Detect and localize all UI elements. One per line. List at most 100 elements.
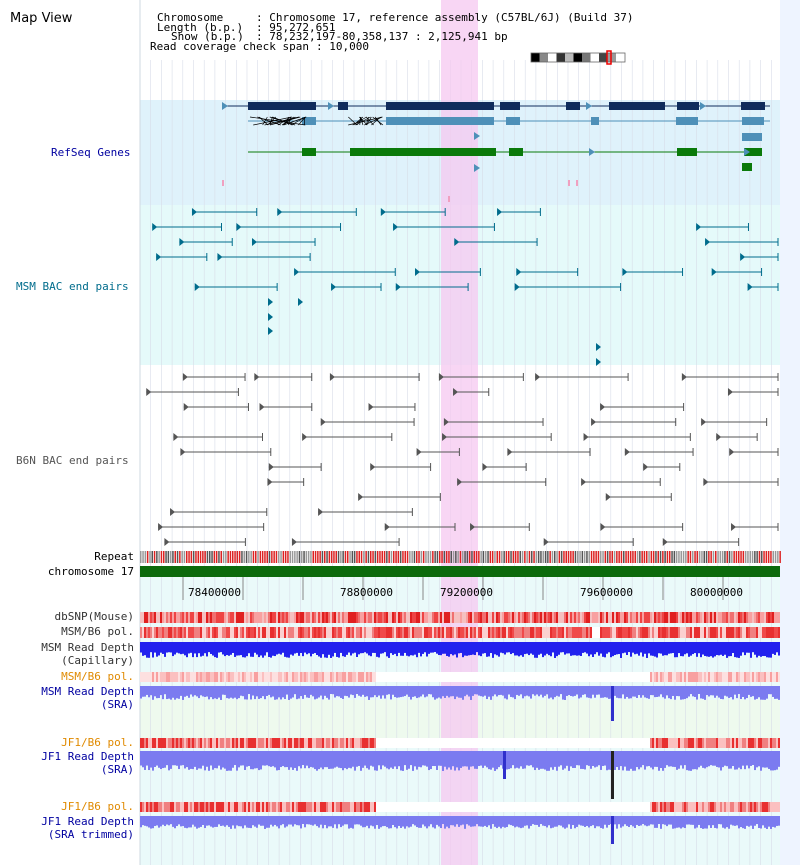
heat-cell: [142, 738, 144, 748]
depth-bar: [522, 816, 524, 828]
depth-bar: [206, 686, 208, 697]
heat-cell: [720, 738, 722, 748]
depth-bar: [504, 686, 506, 699]
track-label-msm-depth-cap[interactable]: MSM Read Depth: [41, 641, 134, 654]
b6n-bac-pair-end: [170, 508, 176, 516]
heat-cell: [228, 627, 230, 638]
heat-cell: [402, 802, 404, 812]
track-label-jf1-pol[interactable]: JF1/B6 pol.: [61, 736, 134, 749]
heat-cell: [250, 738, 252, 748]
heat-cell: [386, 627, 388, 638]
depth-bar: [266, 751, 268, 766]
heat-cell: [170, 627, 172, 638]
depth-bar: [568, 686, 570, 696]
heat-cell: [580, 802, 582, 812]
depth-bar: [176, 642, 178, 653]
heat-cell: [736, 738, 738, 748]
depth-bar: [436, 816, 438, 825]
heat-cell: [316, 802, 318, 812]
track-label-chromosome[interactable]: chromosome 17: [47, 565, 134, 578]
track-label-msm-b6-pol[interactable]: MSM/B6 pol.: [61, 625, 134, 638]
heat-cell: [236, 738, 238, 748]
heat-cell: [140, 627, 142, 638]
track-label-jf1-depth-trim[interactable]: JF1 Read Depth: [41, 815, 134, 828]
heat-cell: [624, 672, 626, 682]
track-label-msm-depth-sra[interactable]: MSM Read Depth: [41, 685, 134, 698]
depth-bar: [550, 686, 552, 698]
track-label-jf1-depth-sra[interactable]: JF1 Read Depth: [41, 750, 134, 763]
heat-cell: [390, 627, 392, 638]
heat-cell: [514, 738, 516, 748]
depth-bar: [522, 642, 524, 657]
depth-bar: [282, 686, 284, 698]
track-label-repeat[interactable]: Repeat: [94, 550, 134, 563]
depth-bar: [364, 686, 366, 697]
depth-bar: [172, 642, 174, 657]
repeat-mark: [448, 551, 450, 563]
heat-cell: [250, 802, 252, 812]
heat-cell: [438, 738, 440, 748]
depth-bar: [716, 816, 718, 829]
heat-cell: [232, 738, 234, 748]
heat-cell: [736, 627, 738, 638]
track-label-jf1-pol-2[interactable]: JF1/B6 pol.: [61, 800, 134, 813]
depth-bar: [312, 686, 314, 697]
depth-bar: [384, 751, 386, 767]
heat-cell: [394, 802, 396, 812]
repeat-mark: [678, 551, 680, 563]
heat-cell: [366, 612, 368, 623]
heat-cell: [636, 802, 638, 812]
depth-bar: [732, 816, 734, 826]
depth-bar: [482, 751, 484, 768]
track-label-dbsnp[interactable]: dbSNP(Mouse): [54, 610, 134, 623]
heat-cell: [362, 802, 364, 812]
depth-bar: [550, 642, 552, 657]
track-label-refseq[interactable]: RefSeq Genes: [51, 146, 131, 159]
depth-bar: [140, 642, 142, 653]
heat-cell: [578, 627, 580, 638]
track-label-msm-bac[interactable]: MSM BAC end pairs: [16, 280, 129, 293]
depth-bar: [284, 751, 286, 768]
heat-cell: [306, 672, 308, 682]
depth-bar: [264, 816, 266, 829]
heat-cell: [254, 612, 256, 623]
track-label-b6n-bac[interactable]: B6N BAC end pairs: [16, 454, 129, 467]
heat-cell: [180, 627, 182, 638]
repeat-mark: [549, 551, 551, 563]
repeat-mark: [360, 551, 363, 563]
heat-cell: [222, 627, 224, 638]
depth-bar: [314, 686, 316, 700]
depth-bar: [616, 686, 618, 698]
depth-bar: [714, 816, 716, 828]
heat-cell: [404, 738, 406, 748]
depth-bar: [180, 686, 182, 696]
heat-cell: [508, 612, 510, 623]
depth-bar: [470, 751, 472, 767]
heat-cell: [542, 802, 544, 812]
depth-bar: [604, 816, 606, 825]
heat-cell: [364, 672, 366, 682]
depth-bar: [630, 642, 632, 657]
depth-bar: [650, 686, 652, 696]
depth-bar: [390, 686, 392, 700]
heat-cell: [274, 802, 276, 812]
heat-cell: [520, 627, 522, 638]
repeat-mark: [176, 551, 179, 563]
heat-cell: [200, 612, 202, 623]
heat-cell: [352, 612, 354, 623]
depth-bar: [616, 816, 618, 829]
heat-cell: [376, 802, 378, 812]
heat-cell: [182, 612, 184, 623]
heat-cell: [350, 612, 352, 623]
depth-bar: [764, 642, 766, 657]
heat-cell: [144, 612, 146, 623]
heat-cell: [430, 672, 432, 682]
heat-cell: [144, 802, 146, 812]
depth-bar: [336, 642, 338, 657]
track-label-msm-b6-pol-2[interactable]: MSM/B6 pol.: [61, 670, 134, 683]
heat-cell: [204, 672, 206, 682]
depth-bar: [652, 751, 654, 770]
repeat-mark: [544, 551, 547, 563]
depth-bar: [218, 686, 220, 698]
